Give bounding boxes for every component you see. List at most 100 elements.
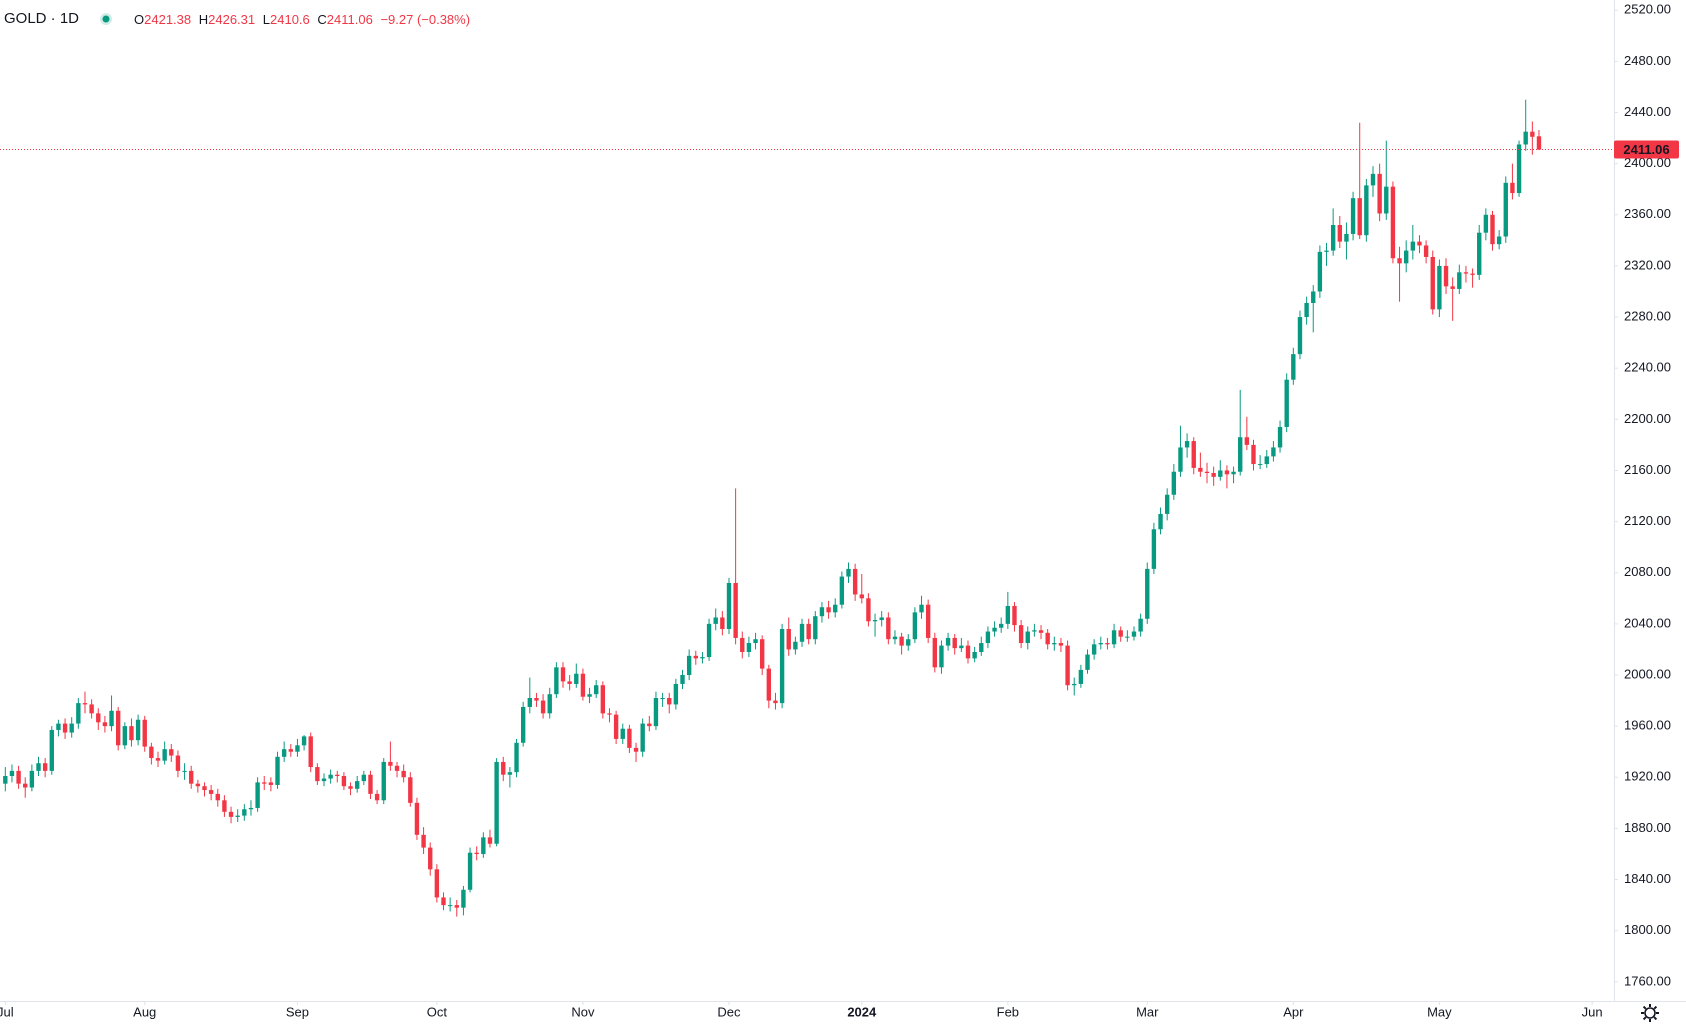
x-tick-label: Oct — [427, 1004, 448, 1019]
candle-body — [1125, 636, 1130, 638]
candle-body — [1510, 182, 1515, 194]
candle-body — [1357, 198, 1362, 236]
candle-body — [374, 793, 380, 801]
candle-body — [886, 617, 891, 640]
symbol-title[interactable]: GOLD · 1D — [4, 10, 79, 27]
candle-body — [1291, 354, 1296, 380]
candle-body — [36, 763, 41, 771]
candle-body — [1264, 456, 1269, 465]
candle-body — [1470, 273, 1475, 275]
candle-body — [401, 770, 406, 778]
candle-body — [341, 775, 347, 787]
candle-body — [23, 783, 28, 788]
candle-body — [1377, 173, 1382, 214]
ohlc-legend: O2421.38 H2426.31 L2410.6 C2411.06 −9.27… — [134, 12, 470, 27]
candle-body — [892, 636, 898, 640]
candle-body — [952, 637, 957, 649]
candle-body — [1025, 631, 1030, 644]
candle-body — [388, 761, 393, 766]
candle-body — [89, 704, 94, 714]
candle-body — [826, 607, 831, 613]
candle-body — [454, 905, 459, 908]
candle-body — [82, 703, 88, 705]
candle-body — [1410, 241, 1416, 251]
candle-body — [441, 897, 446, 906]
candle-body — [1370, 173, 1376, 186]
candle-body — [932, 637, 937, 668]
candle-body — [965, 645, 971, 659]
candle-body — [1211, 473, 1216, 477]
candle-body — [1052, 643, 1057, 645]
x-tick-label: Mar — [1136, 1004, 1159, 1019]
candle-body — [806, 623, 811, 640]
candle-body — [686, 655, 692, 676]
candle-body — [620, 728, 625, 739]
candle-body — [600, 685, 606, 714]
candle-body — [135, 719, 141, 741]
close-value: 2411.06 — [327, 12, 373, 27]
high-value: 2426.31 — [208, 12, 255, 27]
x-tick-label: Feb — [997, 1004, 1019, 1019]
candle-body — [733, 582, 738, 638]
candle-body — [1330, 225, 1336, 251]
candle-body — [912, 612, 918, 640]
candle-body — [3, 775, 8, 784]
candle-body — [109, 710, 114, 727]
candle-body — [1477, 232, 1482, 275]
candle-body — [793, 641, 798, 650]
candle-body — [819, 607, 825, 617]
x-tick-label: Dec — [717, 1004, 741, 1019]
candle-body — [368, 774, 373, 794]
x-tick-label: May — [1427, 1004, 1452, 1019]
candle-body — [262, 782, 267, 784]
candle-body — [753, 639, 758, 644]
y-tick-label: 2240.00 — [1624, 360, 1671, 375]
candle-body — [96, 713, 101, 723]
candle-body — [255, 782, 260, 808]
candle-body — [1364, 185, 1369, 236]
candle-body — [594, 685, 599, 695]
x-tick-label: Sep — [286, 1004, 309, 1019]
y-tick-label: 2360.00 — [1624, 206, 1671, 221]
candle-body — [520, 706, 526, 743]
candle-body — [169, 749, 174, 756]
x-tick-label: Jun — [1582, 1004, 1603, 1019]
last-price-label: 2411.06 — [1623, 142, 1669, 157]
candle-body — [879, 617, 884, 621]
candle-body — [1018, 625, 1024, 644]
candle-body — [428, 847, 433, 870]
candle-body — [1145, 568, 1150, 619]
candle-body — [381, 761, 386, 801]
candle-body — [434, 869, 440, 898]
candle-body — [567, 681, 572, 684]
settings-icon[interactable] — [1641, 1004, 1659, 1022]
candle-body — [1184, 441, 1190, 448]
candle-body — [1337, 225, 1342, 242]
candle-body — [308, 736, 313, 768]
candle-body — [215, 793, 220, 801]
candle-body — [547, 694, 552, 714]
y-tick-label: 1920.00 — [1624, 769, 1671, 784]
candle-body — [1164, 494, 1170, 514]
candle-body — [554, 667, 559, 695]
low-value: 2410.6 — [270, 12, 310, 27]
candle-body — [507, 772, 513, 775]
candle-body — [461, 889, 466, 908]
candle-body — [1397, 258, 1402, 264]
candle-body — [1072, 683, 1077, 686]
y-tick-label: 2080.00 — [1624, 564, 1671, 579]
candle-body — [613, 714, 619, 739]
candle-body — [315, 767, 320, 782]
candle-body — [1437, 265, 1442, 310]
candle-body — [1284, 379, 1289, 427]
candle-body — [268, 782, 274, 785]
candle-body — [633, 747, 639, 752]
candle-body — [1191, 441, 1196, 468]
candle-body — [660, 698, 665, 700]
candle-body — [766, 668, 772, 701]
candle-body — [162, 749, 167, 761]
candle-body — [746, 643, 752, 652]
candle-body — [859, 594, 864, 599]
candle-body — [1204, 471, 1210, 474]
